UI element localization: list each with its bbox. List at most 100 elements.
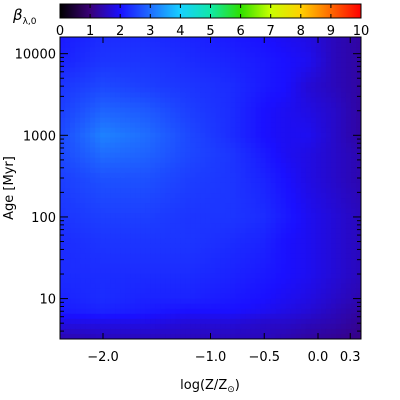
- heatmap-cell: [165, 333, 171, 339]
- heatmap-cell: [340, 57, 347, 63]
- heatmap-cell: [335, 263, 342, 270]
- heatmap-cell: [210, 263, 217, 270]
- heatmap-cell: [160, 77, 166, 83]
- heatmap-cell: [120, 172, 126, 179]
- heatmap-cell: [80, 167, 86, 174]
- heatmap-cell: [225, 172, 232, 179]
- heatmap-cell: [95, 37, 101, 43]
- heatmap-cell: [230, 238, 237, 244]
- heatmap-cell: [285, 42, 292, 48]
- heatmap-cell: [285, 248, 292, 255]
- heatmap-cell: [75, 313, 81, 320]
- heatmap-cell: [290, 167, 297, 174]
- heatmap-cell: [250, 177, 257, 184]
- heatmap-cell: [295, 47, 302, 53]
- heatmap-cell: [175, 127, 181, 134]
- heatmap-cell: [235, 77, 242, 83]
- heatmap-cell: [205, 328, 212, 335]
- heatmap-cell: [315, 233, 322, 239]
- heatmap-cell: [60, 72, 66, 78]
- heatmap-cell: [145, 117, 151, 124]
- heatmap-cell: [220, 293, 227, 300]
- heatmap-cell: [155, 203, 161, 209]
- heatmap-cell: [175, 288, 181, 295]
- heatmap-cell: [310, 162, 317, 169]
- heatmap-cell: [230, 147, 237, 154]
- heatmap-cell: [185, 37, 192, 43]
- heatmap-cell: [180, 182, 187, 189]
- heatmap-cell: [210, 157, 217, 164]
- heatmap-cell: [230, 318, 237, 325]
- heatmap-cell: [125, 298, 131, 305]
- heatmap-cell: [340, 193, 347, 199]
- heatmap-cell: [65, 228, 71, 234]
- heatmap-cell: [95, 293, 101, 300]
- heatmap-cell: [120, 87, 126, 93]
- heatmap-cell: [315, 72, 322, 78]
- heatmap-cell: [310, 87, 317, 93]
- heatmap-cell: [60, 208, 66, 214]
- heatmap-cell: [90, 323, 96, 330]
- heatmap-cell: [240, 188, 247, 194]
- heatmap-cell: [115, 253, 121, 260]
- heatmap-cell: [190, 263, 197, 270]
- heatmap-cell: [150, 117, 156, 124]
- heatmap-cell: [300, 298, 307, 305]
- heatmap-cell: [245, 198, 252, 204]
- heatmap-cell: [245, 258, 252, 265]
- heatmap-cell: [135, 278, 141, 285]
- heatmap-cell: [170, 77, 176, 83]
- heatmap-cell: [260, 82, 267, 88]
- heatmap-cell: [320, 213, 327, 219]
- heatmap-cell: [215, 122, 222, 129]
- heatmap-cell: [335, 122, 342, 129]
- heatmap-cell: [200, 193, 207, 199]
- heatmap-cell: [80, 82, 86, 88]
- heatmap-cell: [150, 57, 156, 63]
- heatmap-cell: [210, 258, 217, 265]
- heatmap-cell: [160, 288, 166, 295]
- heatmap-cell: [125, 303, 131, 310]
- heatmap-cell: [75, 92, 81, 98]
- heatmap-cell: [75, 62, 81, 68]
- heatmap-cell: [220, 47, 227, 53]
- heatmap-cell: [85, 97, 91, 104]
- heatmap-cell: [260, 92, 267, 98]
- heatmap-cell: [255, 112, 262, 119]
- heatmap-cell: [165, 37, 171, 43]
- heatmap-cell: [140, 313, 146, 320]
- heatmap-cell: [125, 288, 131, 295]
- heatmap-cell: [240, 52, 247, 58]
- heatmap-cell: [155, 193, 161, 199]
- heatmap-cell: [320, 167, 327, 174]
- heatmap-cell: [270, 258, 277, 265]
- heatmap-cell: [120, 137, 126, 144]
- heatmap-cell: [120, 283, 126, 290]
- heatmap-cell: [190, 137, 197, 144]
- heatmap-cell: [225, 278, 232, 285]
- heatmap-cell: [60, 182, 66, 189]
- heatmap-cell: [185, 137, 192, 144]
- heatmap-cell: [280, 268, 287, 275]
- heatmap-cell: [310, 132, 317, 139]
- heatmap-cell: [320, 172, 327, 179]
- heatmap-cell: [235, 198, 242, 204]
- heatmap-cell: [90, 253, 96, 260]
- heatmap-cell: [255, 213, 262, 219]
- heatmap-cell: [60, 323, 66, 330]
- heatmap-cell: [345, 188, 352, 194]
- heatmap-cell: [220, 243, 227, 249]
- heatmap-cell: [170, 47, 176, 53]
- heatmap-cell: [240, 152, 247, 159]
- heatmap-cell: [75, 177, 81, 184]
- heatmap-cell: [180, 62, 187, 68]
- heatmap-cell: [150, 233, 156, 239]
- heatmap-cell: [215, 117, 222, 124]
- heatmap-cell: [270, 308, 277, 315]
- heatmap-cell: [305, 107, 312, 114]
- heatmap-cell: [330, 137, 337, 144]
- heatmap-cell: [245, 112, 252, 119]
- heatmap-cell: [150, 62, 156, 68]
- heatmap-cell: [345, 303, 352, 310]
- heatmap-cell: [90, 273, 96, 280]
